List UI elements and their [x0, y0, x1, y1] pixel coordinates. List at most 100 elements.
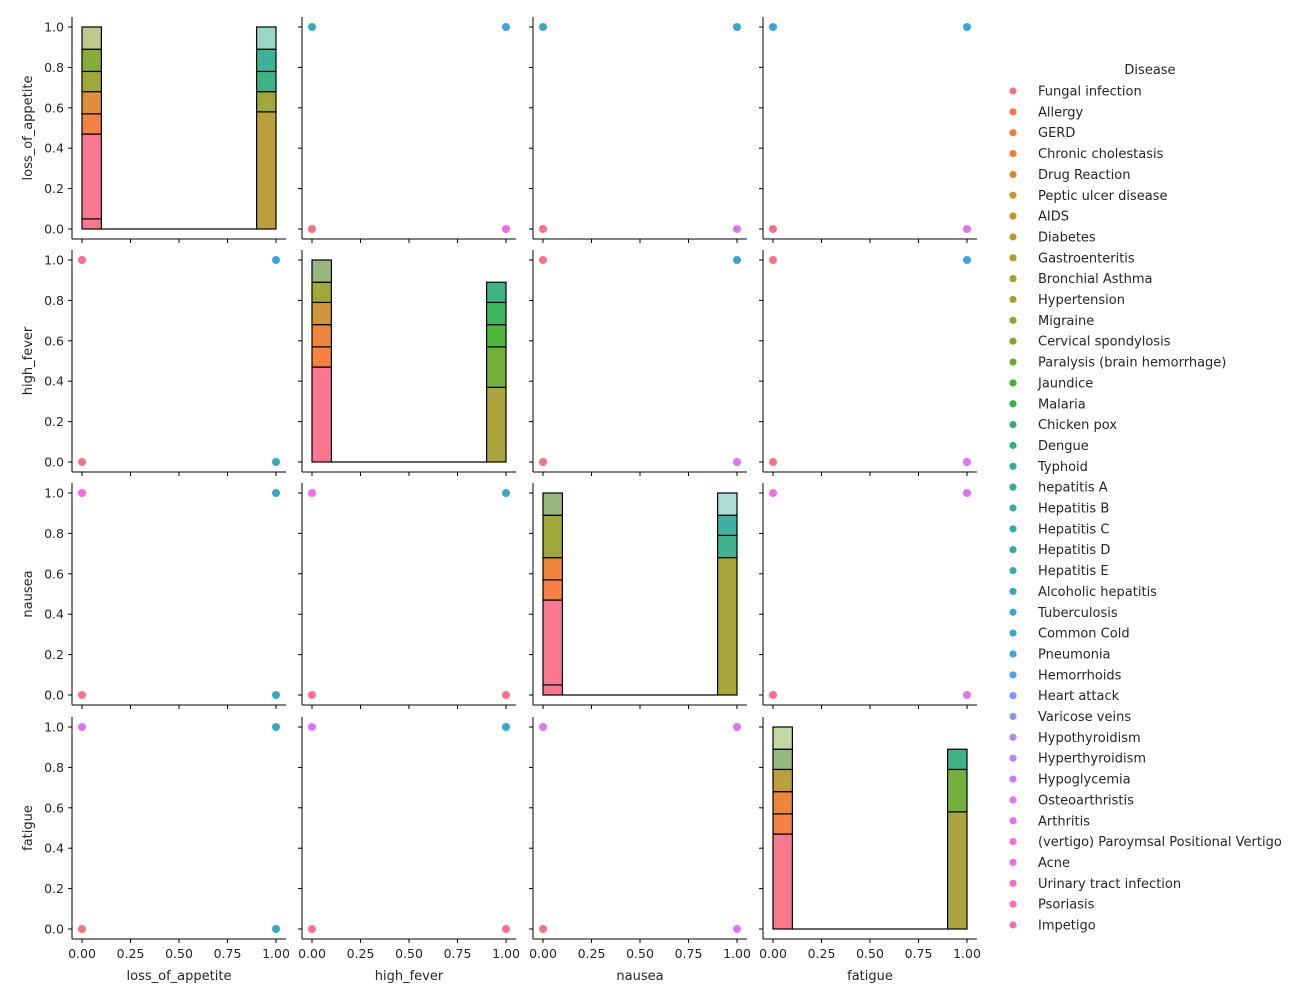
legend-marker [1009, 566, 1017, 575]
legend-item: Hemorrhoids [1009, 668, 1122, 683]
hist-bar-loss_of_appetite-bin0-layer1 [81, 133, 102, 220]
legend-item: Malaria [1009, 397, 1086, 412]
scatter-point-fatigue-vs-loss_of_appetite-0 [78, 925, 86, 933]
scatter-point-fatigue-vs-nausea-3 [733, 723, 741, 731]
legend-label: Allergy [1038, 105, 1083, 120]
hist-bar-high_fever-bin0-layer5 [311, 259, 332, 283]
x-tick-label: 1.00 [262, 946, 290, 961]
hist-bar-loss_of_appetite-bin0-layer4 [81, 70, 102, 93]
scatter-point-high_fever-vs-fatigue-0 [769, 458, 777, 466]
legend-label: Gastroenteritis [1038, 251, 1135, 266]
legend: Disease Fungal infection Allergy GERD Chron… [1009, 63, 1282, 934]
scatter-point-fatigue-vs-high_fever-2 [308, 723, 316, 731]
legend-item: Pneumonia [1009, 647, 1111, 662]
hist-bar-fatigue-bin0-layer5 [772, 726, 793, 750]
scatter-point-high_fever-vs-loss_of_appetite-0 [78, 458, 86, 466]
hist-bar-fatigue-bin0-layer4 [772, 748, 793, 771]
hist-bar-loss_of_appetite-bin0-layer3 [81, 91, 102, 115]
panel-fatigue-vs-fatigue: 0.00 0.25 0.50 0.75 1.00 [759, 717, 981, 961]
legend-label: Cervical spondylosis [1038, 335, 1171, 350]
legend-marker [1009, 421, 1017, 429]
hist-bar-high_fever-bin2-layer2 [486, 324, 507, 348]
legend-item: Gastroenteritis [1009, 251, 1135, 266]
hist-bar-nausea-bin2-layer2 [716, 514, 738, 537]
hist-bar-fatigue-bin0-layer1 [772, 813, 793, 835]
legend-label: Typhoid [1037, 460, 1088, 475]
hist-bar-loss_of_appetite-bin0-layer5 [81, 48, 102, 73]
hist-bar-nausea-bin2-layer3 [716, 492, 738, 516]
scatter-point-loss_of_appetite-vs-fatigue-3 [963, 23, 971, 31]
legend-label: Bronchial Asthma [1038, 272, 1153, 287]
panel-nausea-vs-fatigue [759, 483, 977, 709]
legend-label: Hepatitis B [1038, 502, 1109, 517]
hist-bar-high_fever-bin0-layer0 [311, 366, 332, 463]
hist-bar-nausea-bin0-layer2 [542, 579, 563, 601]
hist-bar-high_fever-bin0-layer1 [311, 346, 332, 368]
legend-item: Bronchial Asthma [1009, 272, 1153, 287]
x-tick-label: 0.75 [214, 946, 242, 961]
legend-item: Hypertension [1009, 293, 1125, 308]
legend-marker [1009, 629, 1017, 637]
legend-marker [1009, 191, 1017, 199]
legend-marker [1009, 400, 1017, 408]
scatter-point-loss_of_appetite-vs-fatigue-1 [963, 225, 971, 233]
legend-marker [1009, 254, 1017, 262]
legend-item: Arthritis [1009, 814, 1090, 829]
legend-item: (vertigo) Paroymsal Positional Vertigo [1009, 835, 1282, 850]
legend-marker [1009, 441, 1017, 450]
legend-label: Impetigo [1038, 919, 1096, 934]
hist-bar-fatigue-bin0-layer3 [772, 768, 793, 793]
panel-nausea-vs-high_fever [298, 483, 516, 709]
scatter-point-high_fever-vs-nausea-3 [733, 256, 741, 264]
hist-bar-loss_of_appetite-bin2-layer3 [256, 48, 277, 73]
x-tick-label: 0.25 [808, 946, 836, 961]
legend-label: Osteoarthristis [1038, 793, 1134, 808]
x-tick-label: 0.25 [578, 946, 606, 961]
y-tick-label: 0.2 [44, 647, 64, 662]
legend-marker [1009, 546, 1017, 554]
hist-bar-fatigue-bin0-layer2 [772, 791, 793, 815]
hist-bar-loss_of_appetite-bin2-layer1 [256, 91, 277, 113]
legend-item: Acne [1009, 856, 1070, 871]
legend-marker [1009, 671, 1017, 679]
hist-bar-high_fever-bin0-layer2 [311, 324, 332, 348]
legend-items: Fungal infection Allergy GERD Chronic chole… [1009, 85, 1282, 934]
y-tick-label: 0.0 [44, 455, 64, 470]
x-tick-label: 1.00 [953, 946, 981, 961]
legend-item: Alcoholic hepatitis [1009, 585, 1157, 600]
hist-bar-high_fever-bin2-layer0 [486, 386, 507, 463]
y-tick-label: 0.2 [44, 881, 64, 896]
scatter-point-nausea-vs-high_fever-3 [502, 489, 510, 497]
legend-item: Jaundice [1009, 376, 1093, 391]
x-axis-label-high_fever: high_fever [375, 969, 444, 984]
hist-bar-fatigue-bin2-layer0 [946, 811, 968, 930]
hist-bar-loss_of_appetite-bin2-layer4 [256, 26, 277, 50]
legend-item: Osteoarthristis [1009, 793, 1134, 808]
x-tick-label: 0.50 [165, 946, 193, 961]
legend-marker [1009, 712, 1017, 721]
legend-label: Acne [1038, 856, 1070, 871]
legend-item: hepatitis A [1009, 481, 1108, 496]
scatter-point-high_fever-vs-loss_of_appetite-3 [272, 256, 280, 264]
legend-item: Typhoid [1009, 460, 1088, 475]
x-axis-label-nausea: nausea [616, 969, 663, 984]
scatter-point-nausea-vs-loss_of_appetite-0 [78, 691, 86, 699]
legend-label: Malaria [1038, 397, 1086, 412]
legend-label: (vertigo) Paroymsal Positional Vertigo [1038, 835, 1282, 850]
y-tick-label: 0.0 [44, 922, 64, 937]
y-tick-label: 0.2 [44, 181, 64, 196]
legend-item: Hepatitis D [1009, 543, 1110, 558]
scatter-point-loss_of_appetite-vs-fatigue-2 [769, 23, 777, 31]
panel-fatigue-vs-nausea: 0.00 0.25 0.50 0.75 1.00 [529, 717, 751, 961]
scatter-point-loss_of_appetite-vs-high_fever-1 [502, 225, 510, 233]
y-tick-label: 0.0 [44, 222, 64, 237]
legend-marker [1009, 858, 1017, 867]
scatter-point-nausea-vs-high_fever-0 [308, 691, 316, 699]
hist-bar-fatigue-bin0-layer0 [772, 833, 793, 930]
x-tick-label: 0.75 [675, 946, 703, 961]
legend-marker [1009, 233, 1017, 241]
panel-nausea-vs-loss_of_appetite: 0.0 0.2 0.4 0.6 0.8 1.0 [44, 483, 286, 709]
y-tick-label: 1.0 [44, 720, 64, 735]
legend-label: Dengue [1038, 439, 1089, 454]
y-tick-label: 0.4 [44, 841, 64, 856]
